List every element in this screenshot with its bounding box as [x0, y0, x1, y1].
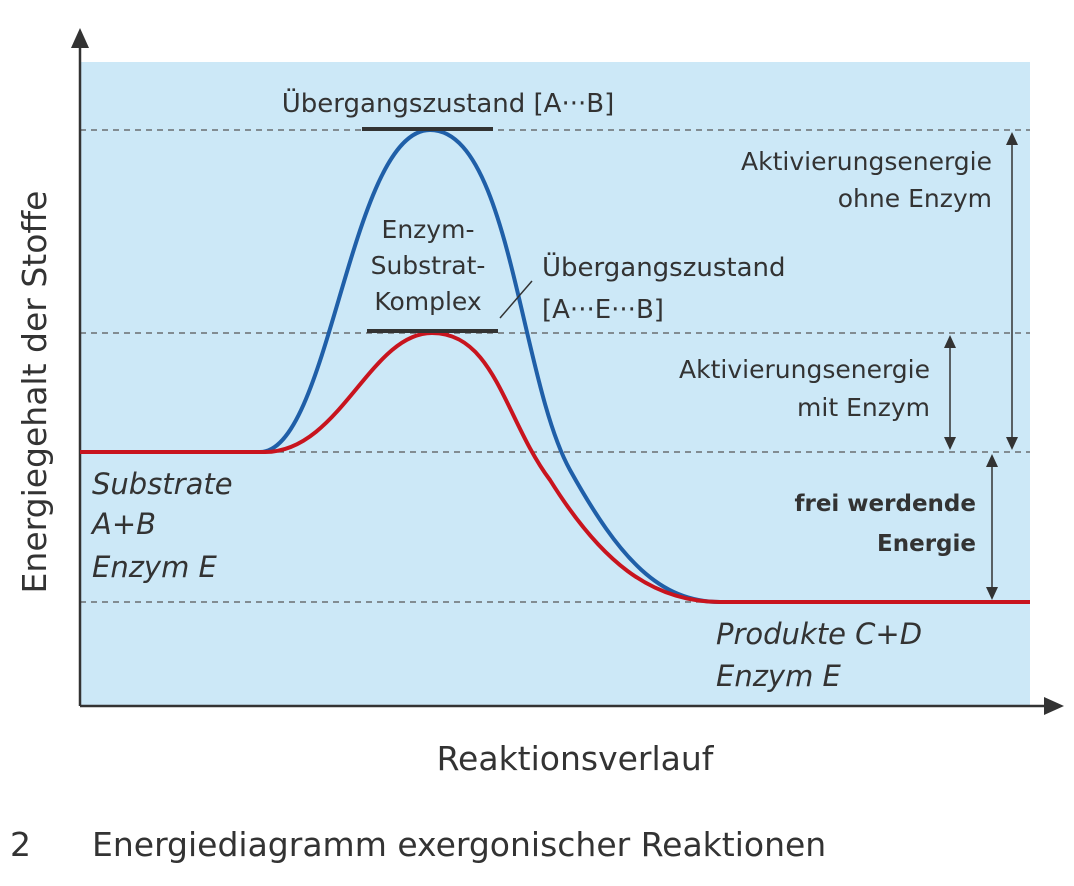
- leader-line: [499, 280, 533, 319]
- arrowhead-activation-with-enzyme-bottom: [944, 437, 956, 450]
- y-axis-arrow: [71, 28, 89, 48]
- label-products-1: Produkte C+D: [716, 617, 922, 651]
- label-activation-no-enzyme-2: ohne Enzym: [838, 184, 992, 213]
- plot-background: [80, 62, 1030, 706]
- label-transition-with-enzyme-1: Übergangszustand: [542, 251, 786, 283]
- x-axis-label: Reaktionsverlauf: [437, 739, 715, 778]
- label-products-2: Enzym E: [716, 659, 842, 693]
- label-activation-with-enzyme-1: Aktivierungsenergie: [679, 355, 930, 384]
- arrowhead-activation-with-enzyme-top: [944, 335, 956, 348]
- curve-without-enzyme: [80, 127, 1030, 604]
- arrowhead-activation-no-enzyme-top: [1006, 132, 1018, 145]
- curve-with-enzyme: [80, 330, 1030, 604]
- caption-text: Energiediagramm exergonischer Reaktionen: [92, 825, 826, 864]
- label-enzyme-complex-3: Komplex: [374, 287, 481, 316]
- caption-number: 2: [10, 825, 31, 864]
- label-transition-no-enzyme: Übergangszustand [A···B]: [282, 87, 614, 119]
- label-enzyme-complex-1: Enzym-: [382, 215, 475, 244]
- label-substrates-3: Enzym E: [92, 550, 218, 584]
- label-activation-with-enzyme-2: mit Enzym: [797, 393, 930, 422]
- label-substrates-1: Substrate: [92, 467, 233, 501]
- arrowhead-released-energy-bottom: [986, 587, 998, 600]
- label-transition-with-enzyme-2: [A···E···B]: [542, 295, 664, 325]
- x-axis-arrow: [1044, 697, 1064, 715]
- label-substrates-2: A+B: [90, 507, 156, 541]
- label-activation-no-enzyme-1: Aktivierungsenergie: [741, 147, 992, 176]
- label-released-energy-1: frei werdende: [794, 491, 976, 517]
- arrowhead-activation-no-enzyme-bottom: [1006, 437, 1018, 450]
- label-released-energy-2: Energie: [877, 531, 976, 557]
- y-axis-label: Energiegehalt der Stoffe: [15, 191, 54, 594]
- label-enzyme-complex-2: Substrat-: [371, 251, 486, 280]
- arrowhead-released-energy-top: [986, 454, 998, 467]
